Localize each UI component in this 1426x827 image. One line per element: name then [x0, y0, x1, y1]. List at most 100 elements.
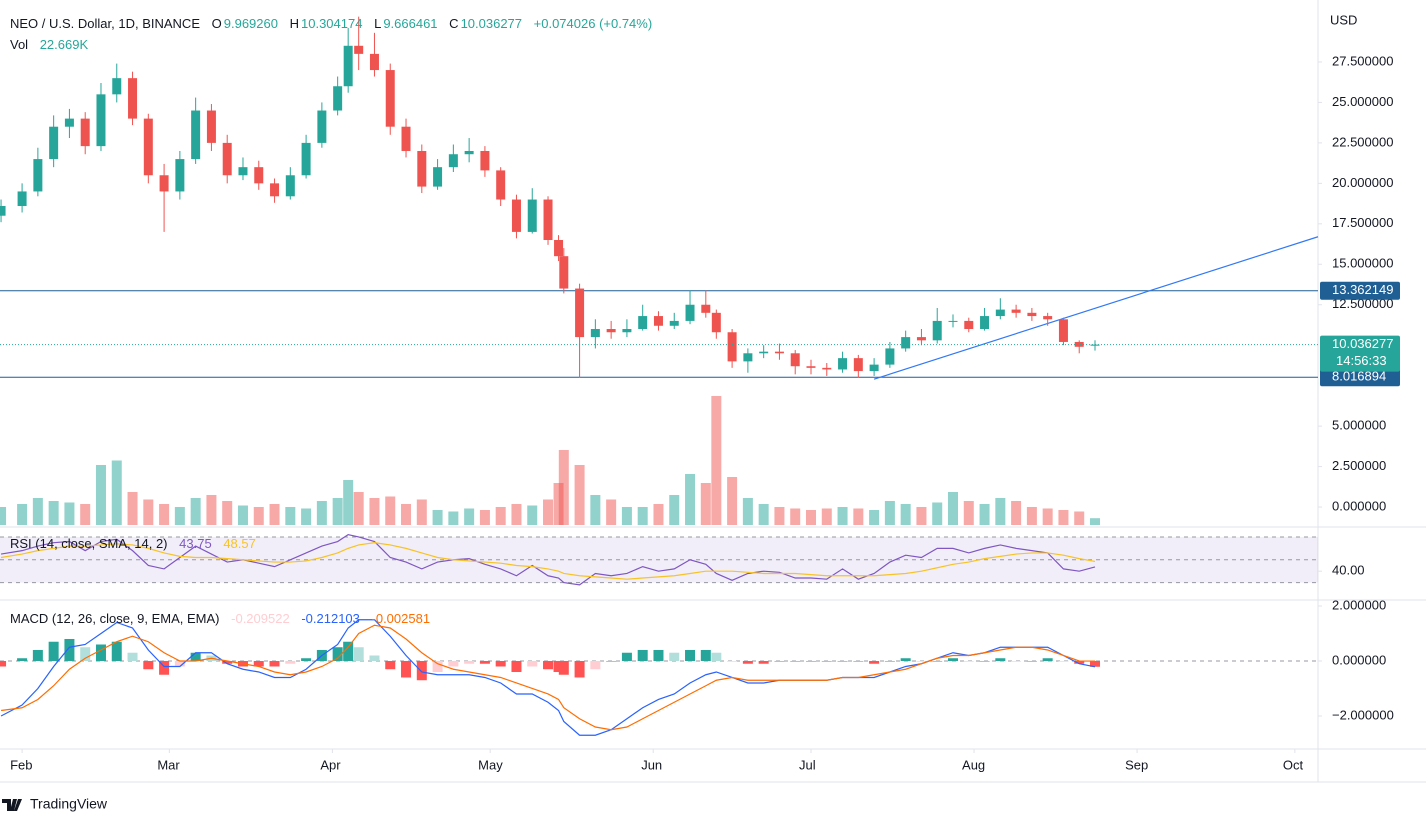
- volume-bar: [553, 482, 564, 525]
- histogram-bar: [159, 660, 170, 675]
- volume-bar: [590, 494, 601, 525]
- countdown: 14:56:33: [1336, 353, 1387, 368]
- candle-body: [759, 351, 769, 354]
- histogram-bar: [385, 660, 396, 670]
- volume-bar: [669, 494, 680, 525]
- y-tick-label: 2.000000: [1332, 597, 1386, 612]
- candle-body: [554, 239, 564, 257]
- rsi-value: 43.75: [179, 536, 212, 551]
- candle-body: [49, 126, 59, 160]
- histogram-bar: [805, 660, 816, 662]
- volume-bar: [979, 503, 990, 525]
- candle-body: [143, 118, 153, 176]
- volume-bar: [1011, 500, 1022, 525]
- volume-bar: [369, 497, 380, 525]
- candle-body: [270, 183, 280, 197]
- volume-bar: [995, 497, 1006, 525]
- volume-bar: [853, 508, 864, 525]
- volume-bar: [558, 449, 569, 525]
- symbol-legend: NEO / U.S. Dollar, 1D, BINANCE O 9.969260…: [10, 16, 654, 31]
- volume-bar: [621, 506, 632, 525]
- volume-bar: [1058, 509, 1069, 525]
- rsi-sma-value: 48.57: [223, 536, 256, 551]
- volume-bar: [48, 500, 59, 525]
- histogram-bar: [253, 660, 264, 667]
- histogram-bar: [17, 658, 28, 661]
- volume-bar: [637, 506, 648, 525]
- volume-bar: [285, 506, 296, 525]
- candle-body: [222, 142, 232, 176]
- candle-body: [480, 150, 490, 171]
- histogram-bar: [0, 660, 7, 667]
- last-price-label: 10.036277: [1332, 336, 1393, 351]
- volume-bar: [774, 506, 785, 525]
- volume-bar: [574, 464, 585, 525]
- candle-body: [590, 329, 600, 338]
- x-tick-label: Mar: [157, 757, 180, 772]
- x-tick-label: Feb: [10, 757, 32, 772]
- candle-body: [17, 191, 27, 207]
- candle-body: [1090, 344, 1100, 346]
- horizontal-line-label: 8.016894: [1332, 369, 1386, 384]
- ohlc-value: 9.666461: [383, 16, 438, 31]
- candle-body: [401, 126, 411, 151]
- candle-body: [238, 167, 248, 176]
- histogram-bar: [574, 660, 585, 678]
- volume-bar: [653, 503, 664, 525]
- histogram-bar: [758, 660, 769, 664]
- volume-bar: [947, 491, 958, 525]
- x-tick-label: Oct: [1283, 757, 1304, 772]
- histogram-bar: [527, 660, 538, 667]
- y-tick-label: 0.000000: [1332, 498, 1386, 513]
- histogram-bar: [742, 660, 753, 664]
- histogram-bar: [685, 649, 696, 661]
- candle-body: [1058, 319, 1068, 342]
- volume-bar: [495, 506, 506, 525]
- histogram-bar: [48, 641, 59, 661]
- candle-body: [543, 199, 553, 240]
- histogram-bar: [511, 660, 522, 672]
- x-tick-label: Jun: [641, 757, 662, 772]
- histogram-bar: [711, 652, 722, 661]
- candle-body: [932, 320, 942, 341]
- volume-label: Vol: [10, 37, 29, 52]
- candle-body: [354, 45, 364, 54]
- histogram-bar: [64, 638, 75, 661]
- volume-bar: [64, 502, 75, 525]
- candle-body: [901, 337, 911, 349]
- candle-body: [638, 316, 648, 330]
- histogram-bar: [606, 660, 617, 662]
- volume-bar: [700, 482, 711, 525]
- histogram-bar: [369, 655, 380, 661]
- candle-body: [448, 154, 458, 168]
- histogram-bar: [900, 658, 911, 661]
- horizontal-line-label-box: [1320, 281, 1400, 300]
- candle-body: [285, 175, 295, 197]
- histogram-bar: [432, 660, 443, 672]
- volume-bar: [543, 499, 554, 525]
- candle-body: [743, 353, 753, 362]
- histogram-bar: [1026, 660, 1037, 662]
- change: +0.074026 (+0.74%): [533, 16, 653, 31]
- histogram-bar: [95, 644, 106, 661]
- histogram-bar: [464, 660, 475, 664]
- histogram-bar: [111, 641, 122, 661]
- trend-line: [873, 236, 1319, 380]
- y-tick-label: 25.000000: [1332, 94, 1393, 109]
- histogram-bar: [353, 647, 364, 661]
- histogram-bar: [727, 660, 738, 662]
- histogram-bar: [1090, 660, 1101, 667]
- macd-legend: MACD (12, 26, close, 9, EMA, EMA) -0.209…: [10, 611, 432, 626]
- ohlc-label: L: [374, 16, 382, 31]
- candle-body: [995, 309, 1005, 317]
- histogram-bar: [947, 658, 958, 661]
- candle-body: [112, 78, 122, 95]
- indicator-line: [0, 624, 1096, 731]
- candle-body: [191, 110, 201, 160]
- histogram-bar: [343, 641, 354, 661]
- candle-body: [417, 150, 427, 187]
- volume-bar: [416, 499, 427, 525]
- candle-body: [838, 358, 848, 370]
- candle-body: [964, 320, 974, 330]
